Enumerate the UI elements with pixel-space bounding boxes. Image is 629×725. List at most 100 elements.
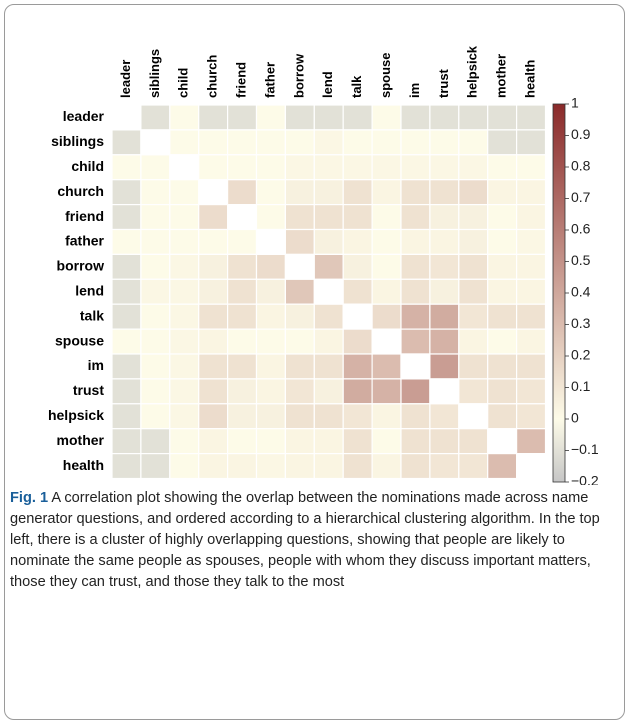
cell [515,154,547,181]
cell [198,253,229,280]
cell [458,104,489,131]
cell [400,253,431,280]
cell [487,278,518,305]
cell [371,104,402,131]
colorbar [552,103,566,483]
colorbar-tick-label: −0.1 [571,441,599,457]
column-label: mother [494,54,509,98]
colorbar-tick-label: 0.4 [571,284,591,300]
cell [255,378,286,405]
cell [313,204,344,231]
cell [371,204,402,231]
cell [342,228,373,255]
cell [313,428,344,455]
cell [198,428,229,455]
colorbar-tick-label: 0 [571,410,579,426]
cell [140,328,171,355]
cell [227,403,258,430]
column-label: friend [233,62,248,98]
cell [487,403,518,430]
cell [400,353,431,380]
cell [284,228,315,255]
row-label: child [71,158,104,174]
cell [284,378,315,405]
cell [515,378,547,405]
cell [227,378,258,405]
column-label: father [262,62,277,98]
colorbar-tick-label: 0.3 [571,315,591,331]
cell [429,104,460,131]
cell [284,179,315,206]
cell [429,129,460,156]
cell [515,204,547,231]
cell [313,303,344,330]
cell [111,453,142,480]
cell [255,303,286,330]
cell [458,403,489,430]
cell [284,453,315,480]
cell [515,453,547,480]
row-label: health [63,457,104,473]
cell [313,104,344,131]
cell [400,278,431,305]
cell [169,228,200,255]
cell [342,278,373,305]
cell [111,278,142,305]
colorbar-tick-label: 0.5 [571,252,591,268]
cell [198,378,229,405]
cell [111,428,142,455]
cell [400,154,431,181]
column-label: lend [320,71,335,98]
colorbar-tick-label: 0.2 [571,347,591,363]
row-label: mother [57,432,105,448]
cell [255,428,286,455]
cell [169,154,200,181]
cell [342,129,373,156]
cell [111,353,142,380]
cell [227,253,258,280]
cell [111,328,142,355]
column-label: trust [436,68,451,98]
cell [227,303,258,330]
cell [169,378,200,405]
cell [371,428,402,455]
column-label: church [205,55,220,98]
colorbar-tick-label: −0.2 [571,473,599,485]
cell [429,253,460,280]
cell [371,378,402,405]
cell [515,253,547,280]
cell [342,353,373,380]
colorbar-tick-label: 0.1 [571,378,591,394]
cell [255,204,286,231]
row-label: lend [75,282,104,298]
cell [313,403,344,430]
cell [342,154,373,181]
cell [169,428,200,455]
column-label: child [176,68,191,98]
cell [198,453,229,480]
cell [255,228,286,255]
column-label: im [407,83,422,98]
cell [227,278,258,305]
cell [284,204,315,231]
cell [284,428,315,455]
cell [429,204,460,231]
cell [284,353,315,380]
cell [458,228,489,255]
cell [371,179,402,206]
cell [515,278,547,305]
cell [198,353,229,380]
column-label: leader [118,60,133,98]
cell [169,253,200,280]
cell [198,303,229,330]
row-label: siblings [51,133,104,149]
cell [400,204,431,231]
cell [255,353,286,380]
cell [400,453,431,480]
cell [198,129,229,156]
cell [458,204,489,231]
cell [140,403,171,430]
cell [313,378,344,405]
cell [169,104,200,131]
cell [371,129,402,156]
